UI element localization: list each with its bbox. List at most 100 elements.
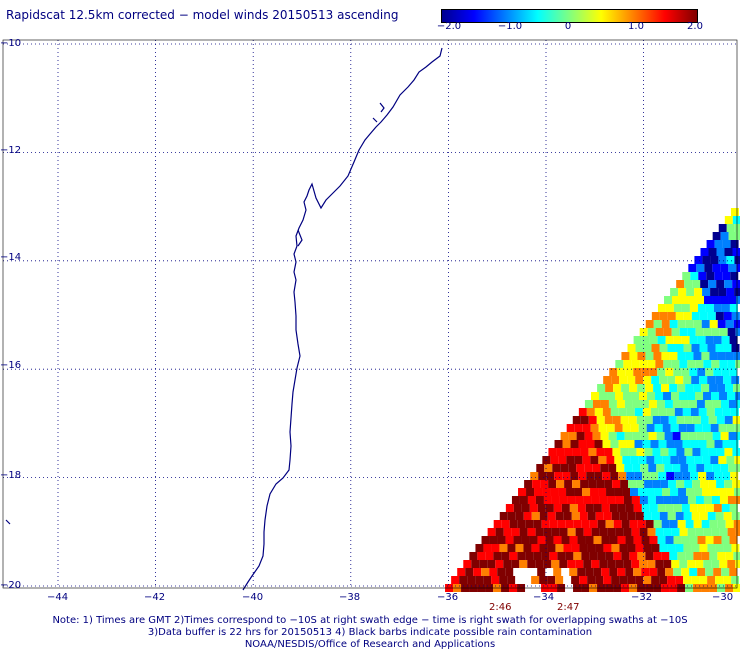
wind-difference-cell xyxy=(713,304,722,312)
wind-difference-cell xyxy=(556,448,565,456)
wind-difference-cell xyxy=(511,496,520,504)
wind-difference-cell xyxy=(571,544,580,552)
wind-difference-cell xyxy=(690,272,699,280)
wind-difference-cell xyxy=(610,472,619,480)
wind-difference-cell xyxy=(627,576,636,584)
wind-difference-cell xyxy=(581,520,590,528)
wind-difference-cell xyxy=(584,432,593,440)
wind-difference-cell xyxy=(709,552,718,560)
wind-difference-cell xyxy=(681,336,690,344)
wind-difference-cell xyxy=(589,552,598,560)
wind-difference-cell xyxy=(583,528,592,536)
wind-difference-cell xyxy=(692,448,701,456)
wind-difference-cell xyxy=(618,408,627,416)
wind-difference-cell xyxy=(718,488,727,496)
wind-difference-cell xyxy=(548,480,557,488)
wind-difference-cell xyxy=(711,560,720,568)
wind-difference-cell xyxy=(487,528,496,536)
wind-difference-cell xyxy=(664,432,673,440)
wind-difference-cell xyxy=(596,480,605,488)
wind-difference-cell xyxy=(712,432,721,440)
wind-difference-cell xyxy=(572,448,581,456)
wind-difference-cell xyxy=(700,280,709,288)
wind-difference-cell xyxy=(723,576,732,584)
wind-difference-cell xyxy=(658,472,667,480)
wind-difference-cell xyxy=(691,312,700,320)
wind-difference-cell xyxy=(683,576,692,584)
wind-difference-cell xyxy=(684,480,693,488)
wind-difference-cell xyxy=(713,504,722,512)
wind-difference-cell xyxy=(709,320,718,328)
wind-difference-cell xyxy=(701,520,710,528)
wind-difference-cell xyxy=(535,560,544,568)
wind-difference-cell xyxy=(687,560,696,568)
wind-difference-cell xyxy=(533,520,542,528)
wind-difference-cell xyxy=(534,488,543,496)
wind-difference-cell xyxy=(635,544,644,552)
wind-difference-cell xyxy=(527,496,536,504)
wind-difference-cell xyxy=(722,472,731,480)
wind-difference-cell xyxy=(664,464,673,472)
wind-difference-cell xyxy=(552,464,561,472)
wind-difference-cell xyxy=(590,424,599,432)
wind-difference-cell xyxy=(621,552,630,560)
wind-difference-cell xyxy=(618,440,627,448)
wind-difference-cell xyxy=(571,512,580,520)
wind-difference-cell xyxy=(620,480,629,488)
wind-difference-cell xyxy=(708,280,717,288)
wind-difference-cell xyxy=(680,296,689,304)
wind-difference-cell xyxy=(732,416,740,424)
wind-difference-cell xyxy=(717,352,726,360)
wind-difference-cell xyxy=(718,224,727,232)
wind-difference-cell xyxy=(728,400,737,408)
wind-difference-cell xyxy=(704,400,713,408)
wind-difference-cell xyxy=(598,488,607,496)
wind-difference-cell xyxy=(680,432,689,440)
wind-difference-cell xyxy=(624,432,633,440)
wind-difference-cell xyxy=(707,376,716,384)
wind-difference-cell xyxy=(630,424,639,432)
wind-difference-cell xyxy=(485,552,494,560)
wind-difference-cell xyxy=(587,512,596,520)
wind-difference-cell xyxy=(720,264,729,272)
wind-difference-cell xyxy=(555,544,564,552)
wind-difference-cell xyxy=(623,360,632,368)
wind-difference-cell xyxy=(659,344,668,352)
wind-difference-cell xyxy=(706,472,715,480)
wind-difference-cell xyxy=(558,488,567,496)
wind-difference-cell xyxy=(678,288,687,296)
wind-difference-cell xyxy=(605,520,614,528)
wind-difference-cell xyxy=(517,552,526,560)
wind-difference-cell xyxy=(707,576,716,584)
wind-difference-cell xyxy=(667,312,676,320)
wind-difference-cell xyxy=(681,568,690,576)
wind-difference-cell xyxy=(701,320,710,328)
wind-difference-cell xyxy=(708,248,717,256)
wind-difference-cell xyxy=(509,552,518,560)
wind-difference-cell xyxy=(679,560,688,568)
wind-difference-cell xyxy=(691,376,700,384)
wind-difference-cell xyxy=(582,424,591,432)
wind-difference-cell xyxy=(616,464,625,472)
wind-difference-cell xyxy=(547,544,556,552)
wind-difference-cell xyxy=(689,504,698,512)
wind-difference-cell xyxy=(724,280,733,288)
wind-difference-cell xyxy=(672,296,681,304)
wind-difference-cell xyxy=(540,480,549,488)
wind-difference-cell xyxy=(577,568,586,576)
wind-difference-cell xyxy=(634,472,643,480)
wind-difference-cell xyxy=(668,416,677,424)
wind-difference-cell xyxy=(713,536,722,544)
wind-difference-cell xyxy=(712,296,721,304)
wind-difference-cell xyxy=(735,392,740,400)
wind-difference-cell xyxy=(726,488,735,496)
wind-difference-cell xyxy=(550,456,559,464)
wind-difference-cell xyxy=(654,456,663,464)
wind-difference-cell xyxy=(605,384,614,392)
wind-difference-cell xyxy=(689,368,698,376)
wind-difference-cell xyxy=(631,360,640,368)
wind-difference-cell xyxy=(614,456,623,464)
wind-difference-cell xyxy=(583,560,592,568)
wind-difference-cell xyxy=(595,544,604,552)
wind-difference-cell xyxy=(549,552,558,560)
